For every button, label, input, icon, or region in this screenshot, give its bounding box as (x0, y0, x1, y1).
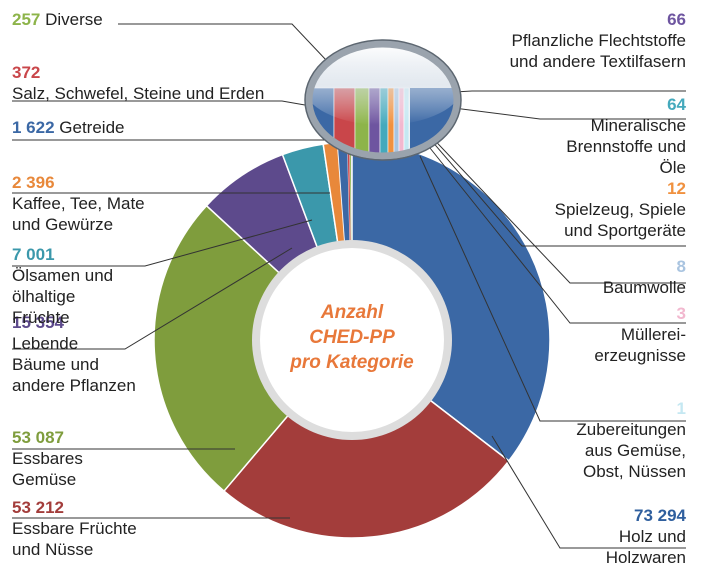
magnifier-rim (305, 40, 461, 160)
category-label: Essbares Gemüse (12, 449, 83, 489)
magnifier-edge (304, 39, 462, 161)
category-label: Müllerei- erzeugnisse (594, 325, 686, 365)
center-label: Anzahl CHED-PP pro Kategorie (290, 302, 414, 373)
value-label: 2 396 (12, 173, 55, 192)
value-label: 15 354 (12, 313, 64, 332)
category-label: Salz, Schwefel, Steine und Erden (12, 84, 265, 103)
category-label: Holz und Holzwaren (605, 527, 686, 565)
leader-line (491, 435, 686, 549)
value-label: 73 294 (634, 506, 686, 525)
value-label: 64 (667, 95, 686, 114)
category-label: Ölsamen und ölhaltige Früchte (12, 266, 114, 327)
value-label: 53 087 (12, 428, 64, 447)
value-label: 257 (12, 10, 41, 29)
value-label: 372 (12, 63, 41, 82)
category-label: Lebende Bäume und andere Pflanzen (12, 334, 136, 395)
value-label: 8 (676, 257, 686, 276)
leader-line (419, 155, 686, 422)
value-label: 1 (676, 399, 686, 418)
value-label: 12 (667, 179, 686, 198)
leader-line (12, 247, 293, 350)
slice-label: 3 Müllerei- erzeugnisse (594, 303, 686, 366)
value-label: 66 (667, 10, 686, 29)
slice-label: 64 Mineralische Brennstoffe und Öle (566, 94, 686, 178)
slice-label: 15 354 Lebende Bäume und andere Pflanzen (12, 312, 136, 396)
leader-line (12, 139, 341, 147)
leader-line (399, 103, 686, 247)
leader-line (413, 127, 686, 324)
slice-label: 53 212 Essbare Früchte und Nüsse (12, 497, 137, 560)
slice-label: 66 Pflanzliche Flechtstoffe und andere Te… (510, 9, 686, 72)
slice-label: 7 001 Ölsamen und ölhaltige Früchte (12, 244, 113, 328)
value-label: 1 622 (12, 118, 55, 137)
slice-label: 257 Diverse (12, 9, 103, 30)
category-label: Essbare Früchte und Nüsse (12, 519, 137, 559)
category-label: Mineralische Brennstoffe und Öle (566, 116, 686, 177)
leader-line (405, 109, 686, 284)
category-label: Kaffee, Tee, Mate und Gewürze (12, 194, 145, 234)
slice-label: 1 622 Getreide (12, 117, 124, 138)
slice-label: 73 294 Holz und Holzwaren (606, 505, 686, 565)
value-label: 7 001 (12, 245, 55, 264)
value-label: 3 (676, 304, 686, 323)
category-label: Baumwolle (602, 278, 686, 297)
inner-circle (260, 248, 444, 432)
slice-label: 2 396 Kaffee, Tee, Mate und Gewürze (12, 172, 145, 235)
value-label: 53 212 (12, 498, 64, 517)
category-label: Spielzeug, Spiele und Sportgeräte (554, 200, 686, 240)
slice-label: 12 Spielzeug, Spiele und Sportgeräte (555, 178, 686, 241)
category-label: Zubereitungen aus Gemüse, Obst, Nüssen (576, 420, 686, 481)
lens-gloss (309, 45, 457, 125)
leader-line (12, 219, 313, 267)
slice-label: 372 Salz, Schwefel, Steine und Erden (12, 62, 264, 104)
slice-label: 8 Baumwolle (603, 256, 686, 298)
category-label: Pflanzliche Flechtstoffe und andere Text… (509, 31, 686, 71)
slice-label: 53 087 Essbares Gemüse (12, 427, 83, 490)
category-label: Diverse (45, 10, 103, 29)
category-label: Getreide (59, 118, 125, 137)
slice-label: 1 Zubereitungen aus Gemüse, Obst, Nüssen (576, 398, 686, 482)
